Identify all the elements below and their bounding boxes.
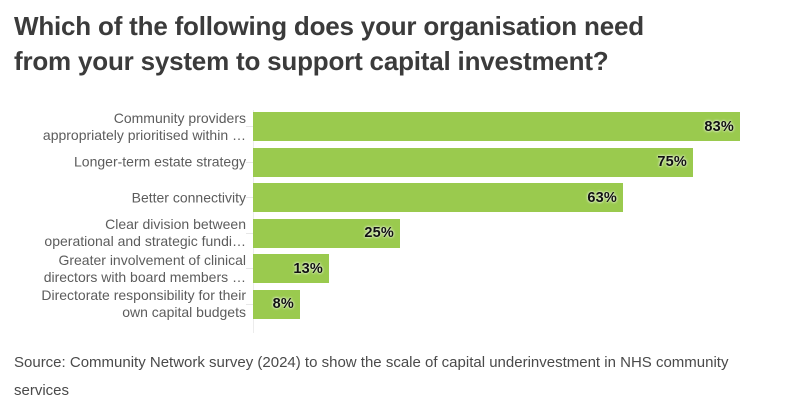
title-line-2: from your system to support capital inve… <box>14 46 609 76</box>
value-label: 13% <box>293 260 323 277</box>
chart-row: Community providers appropriately priori… <box>0 109 794 143</box>
chart-row: Clear division between operational and s… <box>0 216 794 249</box>
bar: 75% <box>253 147 693 177</box>
value-label: 75% <box>657 154 687 170</box>
value-label: 63% <box>587 189 617 206</box>
bar: 63% <box>253 183 623 212</box>
bar: 83% <box>253 112 740 141</box>
category-label: Directorate responsibility for their own… <box>41 287 246 320</box>
value-label: 83% <box>704 118 734 135</box>
chart-row: Directorate responsibility for their own… <box>0 287 794 320</box>
axis-tick <box>246 126 253 127</box>
value-label: 25% <box>364 225 394 241</box>
axis-tick <box>246 161 253 163</box>
chart-row: Better connectivity 63% <box>0 183 794 212</box>
bar: 25% <box>253 218 400 248</box>
axis-tick <box>246 303 253 305</box>
category-label: Community providers appropriately priori… <box>42 109 246 143</box>
bar: 13% <box>253 254 329 283</box>
source-note: Source: Community Network survey (2024) … <box>14 354 729 399</box>
chart-row: Longer-term estate strategy 75% <box>0 147 794 177</box>
title-line-1: Which of the following does your organis… <box>14 11 644 41</box>
category-label: Greater involvement of clinical director… <box>43 251 246 285</box>
category-label: Longer-term estate strategy <box>74 153 246 170</box>
category-label: Better connectivity <box>131 189 246 205</box>
bar: 8% <box>253 289 300 319</box>
axis-tick <box>246 197 253 198</box>
page-title: Which of the following does your organis… <box>14 9 644 79</box>
axis-tick <box>246 232 253 234</box>
category-label: Clear division between operational and s… <box>44 216 246 249</box>
value-label: 8% <box>272 296 294 312</box>
chart-row: Greater involvement of clinical director… <box>0 251 794 285</box>
axis-tick <box>246 268 253 269</box>
